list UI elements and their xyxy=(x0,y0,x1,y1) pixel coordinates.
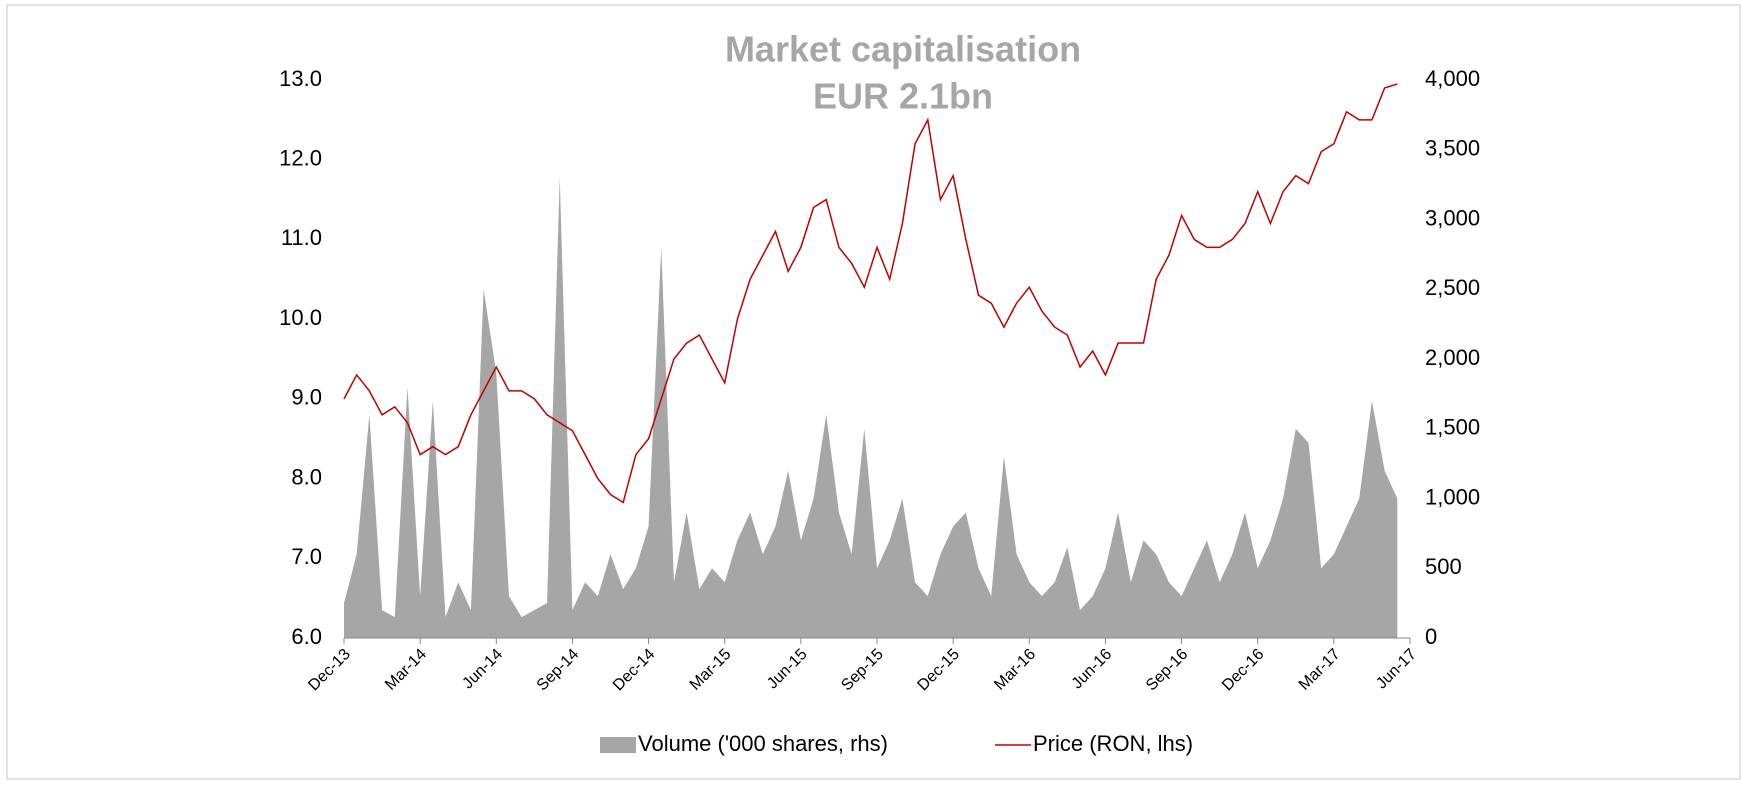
frame xyxy=(6,4,1741,780)
x-tick-label: Dec-13 xyxy=(305,646,354,695)
y-tick-label: 12.0 xyxy=(279,146,322,171)
y2-tick-label: 3,000 xyxy=(1425,205,1480,230)
legend-label: Price (RON, lhs) xyxy=(1033,731,1193,756)
y-tick-label: 6.0 xyxy=(291,624,322,649)
y2-tick-label: 2,000 xyxy=(1425,345,1480,370)
price-line xyxy=(343,83,1398,504)
y2-tick-label: 3,500 xyxy=(1425,136,1480,161)
y-tick-label: 13.0 xyxy=(279,66,322,91)
x-tick-label: Jun-16 xyxy=(1069,646,1116,693)
x-tick-label: Jun-15 xyxy=(764,646,811,693)
volume-area xyxy=(344,177,1398,638)
x-tick-label: Mar-17 xyxy=(1296,646,1344,694)
legend-label: Volume ('000 shares, rhs) xyxy=(638,731,888,756)
y-tick-label: 7.0 xyxy=(291,544,322,569)
chart-title: Market capitalisation xyxy=(725,29,1081,70)
x-tick-label: Jun-17 xyxy=(1373,646,1420,693)
x-tick-label: Jun-14 xyxy=(459,646,506,693)
chart-subtitle: EUR 2.1bn xyxy=(813,76,993,117)
y2-tick-label: 4,000 xyxy=(1425,66,1480,91)
y-tick-label: 8.0 xyxy=(291,464,322,489)
y2-tick-label: 1,000 xyxy=(1425,484,1480,509)
y2-tick-label: 1,500 xyxy=(1425,415,1480,440)
x-tick-label: Mar-14 xyxy=(382,646,430,694)
x-tick-label: Sep-14 xyxy=(534,646,583,695)
x-tick-label: Dec-14 xyxy=(610,646,659,695)
x-tick-label: Sep-16 xyxy=(1143,646,1192,695)
y-tick-label: 10.0 xyxy=(279,305,322,330)
y2-tick-label: 2,500 xyxy=(1425,275,1480,300)
legend-swatch xyxy=(600,737,636,753)
x-tick-label: Sep-15 xyxy=(838,646,887,695)
y2-tick-label: 500 xyxy=(1425,554,1462,579)
x-tick-label: Mar-15 xyxy=(687,646,735,694)
x-tick-label: Mar-16 xyxy=(991,646,1039,694)
x-tick-label: Dec-15 xyxy=(914,646,963,695)
y2-tick-label: 0 xyxy=(1425,624,1437,649)
y-tick-label: 9.0 xyxy=(291,385,322,410)
x-tick-label: Dec-16 xyxy=(1219,646,1268,695)
y-tick-label: 11.0 xyxy=(281,225,322,250)
